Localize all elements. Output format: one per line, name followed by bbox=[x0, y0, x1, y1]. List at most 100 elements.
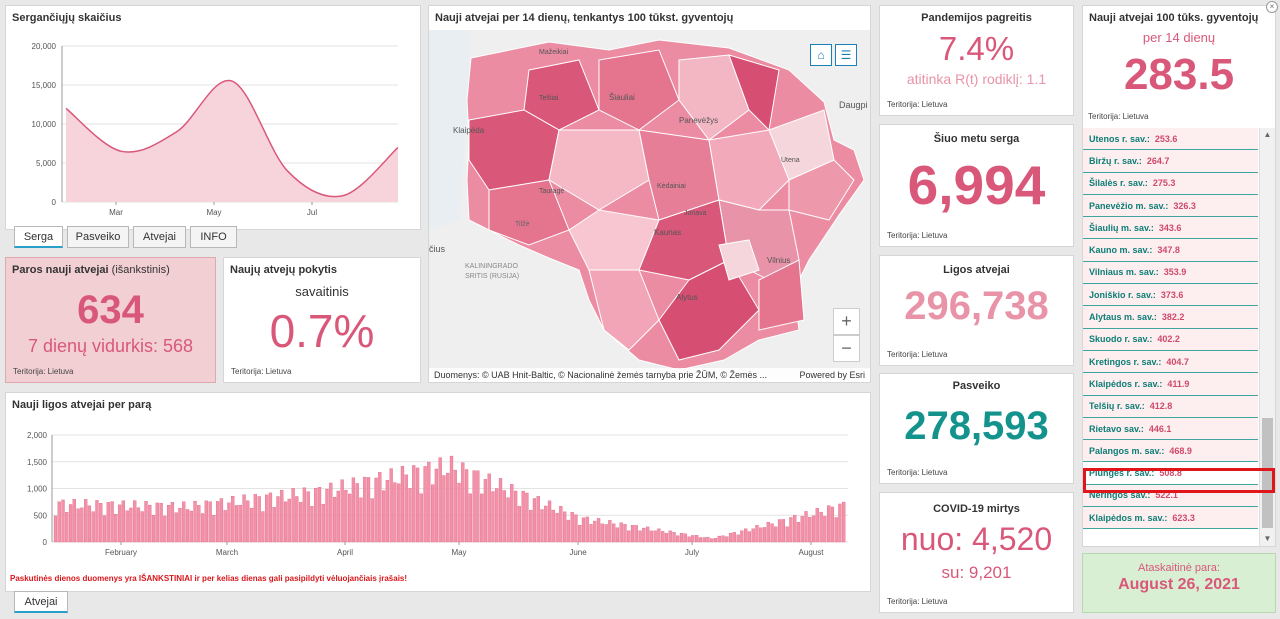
map-label-panevezys: Panevėžys bbox=[679, 116, 718, 125]
new-cases-bar bbox=[574, 514, 578, 543]
list-item[interactable]: Klaipėdos m. sav.: 623.3 bbox=[1083, 507, 1258, 530]
new-cases-bar bbox=[283, 501, 288, 543]
report-label: Ataskaitinė para: bbox=[1138, 562, 1220, 574]
daily-new-title-bold: Paros nauji atvejai bbox=[12, 264, 109, 276]
new-cases-bar bbox=[623, 524, 627, 543]
map-label-telsiai: Telšiai bbox=[539, 95, 559, 102]
lithuania-map[interactable]: Mažeikiai Šiauliai Panevėžys Klaipėda Te… bbox=[429, 30, 870, 380]
new-cases-y-tick: 1,000 bbox=[27, 485, 48, 494]
map-label-kaliningrad-2: SRITIS (RUSIJA) bbox=[465, 273, 519, 280]
change-value: 0.7% bbox=[269, 305, 375, 357]
list-item[interactable]: Utenos r. sav.: 253.6 bbox=[1083, 128, 1258, 151]
new-cases-bar bbox=[634, 525, 638, 543]
esri-powered-link[interactable]: Powered by Esri bbox=[799, 370, 865, 380]
map-legend-button[interactable]: ☰ bbox=[835, 44, 857, 66]
new-cases-bar bbox=[645, 526, 650, 543]
new-cases-bar bbox=[430, 484, 435, 543]
tab-info[interactable]: INFO bbox=[190, 226, 237, 248]
list-item[interactable]: Telšių r. sav.: 412.8 bbox=[1083, 395, 1258, 418]
new-cases-bar bbox=[295, 496, 299, 543]
map-label-tilze: Tilžė bbox=[515, 221, 530, 228]
new-cases-bar bbox=[830, 506, 835, 543]
rate-territory: Teritorija: Lietuva bbox=[1088, 112, 1149, 121]
list-item[interactable]: Panevėžio m. sav.: 326.3 bbox=[1083, 194, 1258, 218]
new-cases-x-tick: May bbox=[451, 548, 466, 557]
tab-atvejai-bottom[interactable]: Atvejai bbox=[14, 591, 68, 613]
recovered-title: Pasveiko bbox=[952, 380, 1001, 392]
new-cases-bar bbox=[114, 513, 118, 543]
new-cases-bar bbox=[732, 532, 736, 543]
new-cases-bar bbox=[212, 515, 216, 543]
map-home-button[interactable]: ⌂ bbox=[810, 44, 832, 66]
municipality-name: Telšių r. sav.: bbox=[1089, 401, 1145, 412]
list-scrollbar[interactable]: ▲ ▼ bbox=[1259, 128, 1275, 546]
new-cases-warning: Paskutinės dienos duomenys yra IŠANKSTIN… bbox=[10, 574, 408, 583]
sick-now-title: Šiuo metu serga bbox=[933, 133, 1020, 145]
new-cases-bar bbox=[310, 506, 314, 543]
close-icon[interactable]: × bbox=[1266, 1, 1278, 13]
new-cases-bar bbox=[842, 501, 846, 543]
municipality-value: 412.8 bbox=[1149, 401, 1173, 412]
new-cases-x-tick: April bbox=[337, 548, 353, 557]
new-cases-bar bbox=[378, 472, 382, 543]
municipality-name: Neringos sav.: bbox=[1089, 490, 1151, 501]
sick-now-value: 6,994 bbox=[907, 154, 1046, 216]
scroll-up-arrow[interactable]: ▲ bbox=[1263, 130, 1272, 139]
daily-new-title: Paros nauji atvejai (išankstinis) bbox=[12, 264, 170, 276]
municipality-name: Biržų r. sav.: bbox=[1089, 155, 1142, 166]
municipality-value: 253.6 bbox=[1154, 133, 1178, 144]
new-cases-bar bbox=[498, 478, 503, 543]
map-label-taurage: Tauragė bbox=[539, 188, 564, 195]
cases-total-territory: Teritorija: Lietuva bbox=[887, 350, 948, 359]
deaths-value: nuo: 4,520 bbox=[900, 521, 1053, 557]
sick-chart-title: Sergančiųjų skaičius bbox=[12, 12, 122, 24]
map-zoom-out-button[interactable]: − bbox=[833, 335, 860, 362]
list-item[interactable]: Vilniaus m. sav.: 353.9 bbox=[1083, 261, 1258, 285]
new-cases-bar bbox=[423, 466, 427, 543]
new-cases-bar bbox=[796, 522, 801, 543]
new-cases-title: Nauji ligos atvejai per parą bbox=[12, 399, 152, 411]
list-item[interactable]: Alytaus m. sav.: 382.2 bbox=[1083, 306, 1258, 329]
new-cases-bar bbox=[596, 518, 601, 543]
rate-panel: Nauji atvejai 100 tūks. gyventojų per 14… bbox=[1082, 5, 1276, 547]
new-cases-bar bbox=[65, 512, 69, 543]
list-item[interactable]: Klaipėdos r. sav.: 411.9 bbox=[1083, 373, 1258, 396]
list-item[interactable]: Kauno m. sav.: 347.8 bbox=[1083, 239, 1258, 262]
new-cases-bar bbox=[612, 523, 616, 543]
list-item[interactable]: Palangos m. sav.: 468.9 bbox=[1083, 440, 1258, 463]
tab-atvejai[interactable]: Atvejai bbox=[133, 226, 186, 248]
scroll-thumb[interactable] bbox=[1262, 418, 1273, 528]
list-item[interactable]: Skuodo r. sav.: 402.2 bbox=[1083, 328, 1258, 351]
municipality-name: Kauno m. sav.: bbox=[1089, 245, 1153, 256]
list-item[interactable]: Rietavo sav.: 446.1 bbox=[1083, 417, 1258, 441]
tab-serga[interactable]: Serga bbox=[14, 226, 63, 248]
map-title: Nauji atvejai per 14 dienų, tenkantys 10… bbox=[435, 12, 734, 24]
new-cases-bar bbox=[408, 488, 412, 543]
municipality-name: Plungės r. sav.: bbox=[1089, 468, 1155, 479]
list-item[interactable]: Šiaulių m. sav.: 343.6 bbox=[1083, 217, 1258, 240]
new-cases-bar bbox=[163, 515, 167, 543]
new-cases-bar bbox=[397, 483, 401, 543]
new-cases-y-tick: 1,500 bbox=[27, 458, 48, 467]
map-zoom-in-button[interactable]: + bbox=[833, 308, 860, 335]
sick-area-line bbox=[65, 79, 399, 198]
list-item[interactable]: Kretingos r. sav.: 404.7 bbox=[1083, 350, 1258, 374]
list-item[interactable]: Biržų r. sav.: 264.7 bbox=[1083, 150, 1258, 173]
new-cases-bar bbox=[491, 491, 495, 543]
new-cases-bar bbox=[121, 500, 126, 543]
scroll-down-arrow[interactable]: ▼ bbox=[1263, 534, 1272, 543]
new-cases-bar bbox=[257, 496, 261, 543]
list-item[interactable]: Šilalės r. sav.: 275.3 bbox=[1083, 172, 1258, 195]
sick-y-tick: 0 bbox=[52, 198, 57, 207]
map-label-siauliai: Šiauliai bbox=[609, 93, 635, 102]
new-cases-bar bbox=[223, 510, 227, 543]
new-cases-panel: Nauji ligos atvejai per parą 2,000 1,500 1… bbox=[5, 392, 871, 592]
tab-pasveiko[interactable]: Pasveiko bbox=[67, 226, 129, 248]
new-cases-bar bbox=[412, 465, 416, 543]
list-item[interactable]: Joniškio r. sav.: 373.6 bbox=[1083, 284, 1258, 307]
rate-value: 283.5 bbox=[1123, 50, 1235, 99]
cases-total-panel: Ligos atvejai 296,738 Teritorija: Lietuv… bbox=[879, 255, 1074, 366]
new-cases-bar bbox=[800, 516, 804, 543]
growth-rt: atitinka R(t) rodiklį: 1.1 bbox=[906, 71, 1047, 87]
map-label-vilnius: Vilnius bbox=[767, 256, 790, 265]
